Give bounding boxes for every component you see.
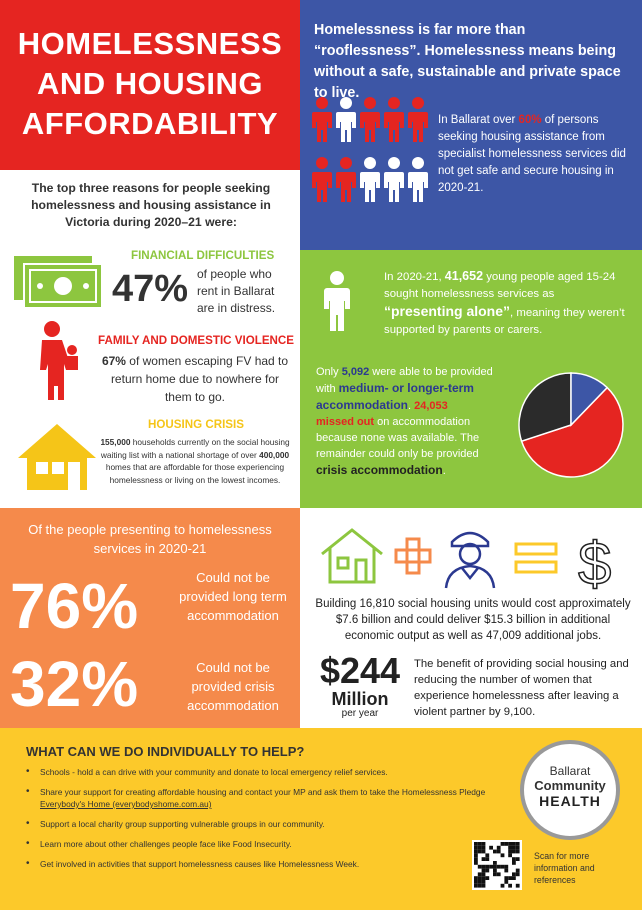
crisis-text-1: households currently on the social housi… xyxy=(100,437,290,460)
help-item: Schools - hold a can drive with your com… xyxy=(26,766,506,778)
ballarat-statistic: In Ballarat over 60% of persons seeking … xyxy=(438,112,638,197)
percent-76: 76% xyxy=(10,570,139,642)
crisis-text: 155,000 households currently on the soci… xyxy=(100,436,290,486)
crisis-text-2: homes that are affordable for those expe… xyxy=(105,462,285,485)
ballarat-percent: 60% xyxy=(518,114,542,126)
people-grid-icon xyxy=(312,97,428,202)
financial-text: of people who rent in Ballarat are in di… xyxy=(197,267,276,315)
ballarat-text-a: In Ballarat over xyxy=(438,114,519,126)
yp-text-b: young people aged 15-24 sought homelessn… xyxy=(384,271,616,300)
presenting-alone: “presenting alone” xyxy=(384,303,511,319)
help-item: Support a local charity group supporting… xyxy=(26,818,506,830)
yp-text-a: In 2020-21, xyxy=(384,271,445,283)
financial-heading: FINANCIAL DIFFICULTIES xyxy=(131,249,275,262)
long-term-desc: Could not be provided long term accommod… xyxy=(179,570,287,623)
accommodation-pie-chart xyxy=(518,372,624,478)
logo-line-1: Ballarat xyxy=(549,764,591,778)
acc-text-b: were able to be provided with xyxy=(316,366,493,395)
equals-icon xyxy=(514,542,558,574)
cash-icon xyxy=(14,256,103,309)
help-item: Get involved in activities that support … xyxy=(26,858,506,870)
yp-text-c: , meaning they weren’t supported by pare… xyxy=(384,307,625,336)
acc-text-e: . xyxy=(442,465,446,477)
presenting-panel: Of the people presenting to homelessness… xyxy=(0,508,300,728)
acc-number: 5,092 xyxy=(341,366,370,378)
title-panel: HOMELESSNESS AND HOUSING AFFORDABILITY xyxy=(0,0,300,170)
mother-child-icon xyxy=(40,321,78,400)
logo-line-3: HEALTH xyxy=(539,793,601,809)
pie-slice-1 xyxy=(518,372,572,443)
plus-icon xyxy=(394,537,432,575)
acc-text-c: . xyxy=(408,400,415,412)
crisis-accommodation: crisis accommodation xyxy=(316,463,443,477)
title-line-2: AND HOUSING xyxy=(37,66,263,101)
help-item: Share your support for creating affordab… xyxy=(26,786,506,810)
qr-code-icon[interactable] xyxy=(472,840,522,890)
pie-slice-2 xyxy=(570,372,609,427)
crisis-heading: HOUSING CRISIS xyxy=(148,418,244,431)
title-line-3: AFFORDABILITY xyxy=(21,106,279,141)
missed-out: missed out xyxy=(316,416,375,428)
reasons-intro: The top three reasons for people seeking… xyxy=(31,181,271,229)
person-icon xyxy=(324,271,350,331)
acc-text-a: Only xyxy=(316,366,342,378)
missed-number: 24,053 xyxy=(414,400,448,412)
percent-32: 32% xyxy=(10,648,139,720)
young-people-panel: In 2020-21, 41,652 young people aged 15-… xyxy=(300,250,642,508)
qr-caption: Scan for more information and references xyxy=(534,851,595,885)
help-item: Learn more about other challenges people… xyxy=(26,838,506,850)
yp-number: 41,652 xyxy=(444,269,484,283)
house-outline-icon xyxy=(321,528,383,584)
help-heading: WHAT CAN WE DO INDIVIDUALLY TO HELP? xyxy=(26,744,305,759)
equation-icons: $ xyxy=(321,528,612,592)
bch-logo: Ballarat Community HEALTH xyxy=(520,740,620,840)
rooflessness-heading: Homelessness is far more than “rooflessn… xyxy=(314,22,621,101)
worker-icon xyxy=(444,531,496,589)
medium-longer-term: medium- or longer-term accommodation xyxy=(316,381,474,412)
help-item-text: Share your support for creating affordab… xyxy=(40,787,486,797)
big-period: per year xyxy=(341,708,379,719)
fv-text: 67% of women escaping FV had to return h… xyxy=(98,352,292,406)
cost-text: Building 16,810 social housing units wou… xyxy=(315,598,631,642)
title-line-1: HOMELESSNESS xyxy=(17,26,283,61)
rooflessness-panel: Homelessness is far more than “rooflessn… xyxy=(300,0,642,250)
financial-percent: 47% xyxy=(112,268,189,310)
benefit-amount: $244 Million per year xyxy=(312,652,408,720)
logo-line-2: Community xyxy=(534,778,606,793)
pledge-link[interactable]: Everybody's Home (everybodyshome.com.au) xyxy=(40,799,212,809)
crisis-number-2: 400,000 xyxy=(259,449,290,460)
crisis-number-1: 155,000 xyxy=(100,437,131,447)
pie-slice-0 xyxy=(520,386,624,478)
benefit-text: The benefit of providing social housing … xyxy=(414,658,629,718)
help-panel: WHAT CAN WE DO INDIVIDUALLY TO HELP? Sch… xyxy=(0,728,642,910)
house-icon xyxy=(18,424,96,490)
fv-text-body: of women escaping FV had to return home … xyxy=(110,354,289,404)
ballarat-text-b: of persons seeking housing assistance fr… xyxy=(438,114,626,194)
fv-heading: FAMILY AND DOMESTIC VIOLENCE xyxy=(98,334,295,347)
dollar-icon: $ xyxy=(578,530,611,592)
help-list: Schools - hold a can drive with your com… xyxy=(26,766,506,878)
fv-percent: 67% xyxy=(101,354,126,368)
big-unit: Million xyxy=(331,689,389,709)
young-people-text: In 2020-21, 41,652 young people aged 15-… xyxy=(384,268,636,339)
big-amount: $244 xyxy=(319,650,401,691)
accommodation-text: Only 5,092 were able to be provided with… xyxy=(316,364,494,479)
acc-text-d: on accommodation because none was availa… xyxy=(316,416,480,460)
presenting-intro: Of the people presenting to homelessness… xyxy=(28,522,272,556)
crisis-desc: Could not be provided crisis accommodati… xyxy=(187,660,279,713)
